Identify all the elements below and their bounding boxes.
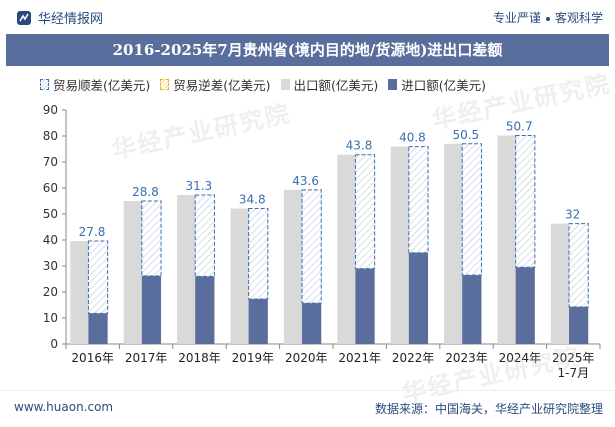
export-bar (550, 223, 574, 344)
surplus-bar (194, 194, 215, 277)
surplus-data-label: 28.8 (132, 185, 159, 199)
import-bar (302, 303, 322, 344)
surplus-swatch-icon (40, 78, 49, 90)
x-tick-label: 2020年 (285, 351, 328, 365)
legend-label-import: 进口额(亿美元) (401, 77, 487, 93)
legend-item-export: 出口额(亿美元) (280, 75, 379, 94)
legend-item-deficit: 贸易逆差(亿美元) (160, 75, 271, 94)
footer-source: 数据来源：中国海关，华经产业研究院整理 (374, 402, 603, 416)
huajing-logo-icon (17, 10, 31, 25)
surplus-bar (408, 146, 429, 254)
legend-label-deficit: 贸易逆差(亿美元) (173, 77, 271, 93)
import-bar (248, 299, 268, 344)
x-tick-label: 2016年 (71, 351, 114, 365)
surplus-bar (301, 189, 322, 304)
export-bar (444, 143, 467, 344)
surplus-bar (248, 208, 269, 300)
import-bar (88, 313, 108, 344)
x-tick-label: 2024年 (499, 351, 542, 365)
legend-item-surplus: 贸易顺差(亿美元) (40, 75, 150, 94)
y-tick-label: 60 (43, 181, 58, 195)
import-bar (195, 276, 215, 344)
surplus-data-label: 27.8 (79, 225, 106, 239)
surplus-data-label: 50.7 (506, 119, 533, 133)
surplus-data-label: 50.5 (452, 128, 479, 142)
export-bar (230, 208, 253, 344)
surplus-bar (568, 223, 589, 308)
import-bar (408, 252, 429, 344)
surplus-bar (515, 134, 536, 268)
import-bar (462, 275, 482, 344)
export-bar (337, 154, 360, 344)
import-swatch-icon (388, 78, 398, 90)
y-tick-label: 20 (43, 285, 58, 299)
y-tick-label: 90 (43, 103, 58, 117)
legend-item-import: 进口额(亿美元) (388, 75, 486, 94)
legend-label-export: 出口额(亿美元) (293, 77, 379, 93)
x-tick-label: 2023年 (445, 351, 488, 365)
import-bar (355, 268, 375, 344)
y-tick-label: 30 (43, 259, 58, 273)
chart-legend: 贸易顺差(亿美元) 贸易逆差(亿美元) 出口额(亿美元) 进口额(亿美元) (40, 74, 496, 94)
y-tick-label: 0 (50, 337, 58, 351)
surplus-bar (354, 154, 376, 270)
export-bar (283, 189, 307, 344)
footer-website[interactable]: www.huaon.com (14, 400, 114, 414)
x-tick-label: 2018年 (178, 351, 221, 365)
y-tick-label: 50 (43, 207, 58, 221)
chart-title: 2016-2025年7月贵州省(境内目的地/货源地)进出口差额 (112, 41, 503, 59)
title-bar: 2016-2025年7月贵州省(境内目的地/货源地)进出口差额 (6, 34, 609, 66)
brand[interactable]: 华经情报网 (16, 8, 103, 27)
surplus-bar (87, 240, 109, 314)
x-tick-label: 2021年 (338, 351, 381, 365)
export-bar (497, 135, 520, 344)
slogan-right: 客观科学 (554, 11, 603, 25)
surplus-data-label: 34.8 (239, 193, 266, 207)
slogan-left: 专业严谨 (492, 11, 541, 25)
surplus-data-label: 43.8 (346, 139, 373, 153)
deficit-swatch-icon (160, 78, 170, 90)
brand-name: 华经情报网 (38, 12, 104, 27)
surplus-data-label: 31.3 (185, 179, 212, 193)
import-bar (515, 267, 535, 344)
surplus-data-label: 32 (565, 208, 580, 222)
x-tick-label: 2017年 (125, 351, 168, 365)
surplus-bar (141, 200, 162, 277)
export-swatch-icon (280, 78, 290, 90)
legend-label-surplus: 贸易顺差(亿美元) (53, 77, 151, 93)
bar-chart: 0 10 20 30 40 50 60 70 80 90 27.8 2016年 28.8 2017年 31.… (43, 103, 601, 380)
top-bar: 华经情报网 专业严谨 客观科学 (0, 0, 615, 34)
export-bar (390, 146, 414, 344)
export-bar (123, 201, 147, 344)
y-tick-label: 40 (43, 233, 58, 247)
surplus-data-label: 40.8 (399, 131, 426, 145)
dot-separator-icon (545, 16, 550, 21)
x-tick-label: 1-7月 (557, 366, 589, 380)
footer-divider (0, 390, 615, 391)
surplus-bar (461, 143, 482, 276)
surplus-data-label: 43.6 (292, 174, 319, 188)
y-tick-label: 70 (43, 155, 58, 169)
y-tick-label: 10 (43, 311, 58, 325)
export-bar (70, 241, 93, 344)
x-tick-label: 2019年 (232, 351, 275, 365)
x-tick-label: 2022年 (392, 351, 435, 365)
export-bar (177, 195, 200, 344)
import-bar (141, 275, 162, 344)
y-tick-label: 80 (43, 129, 58, 143)
x-tick-label: 2025年 (552, 351, 595, 365)
import-bar (569, 306, 589, 344)
slogan: 专业严谨 客观科学 (493, 9, 603, 26)
